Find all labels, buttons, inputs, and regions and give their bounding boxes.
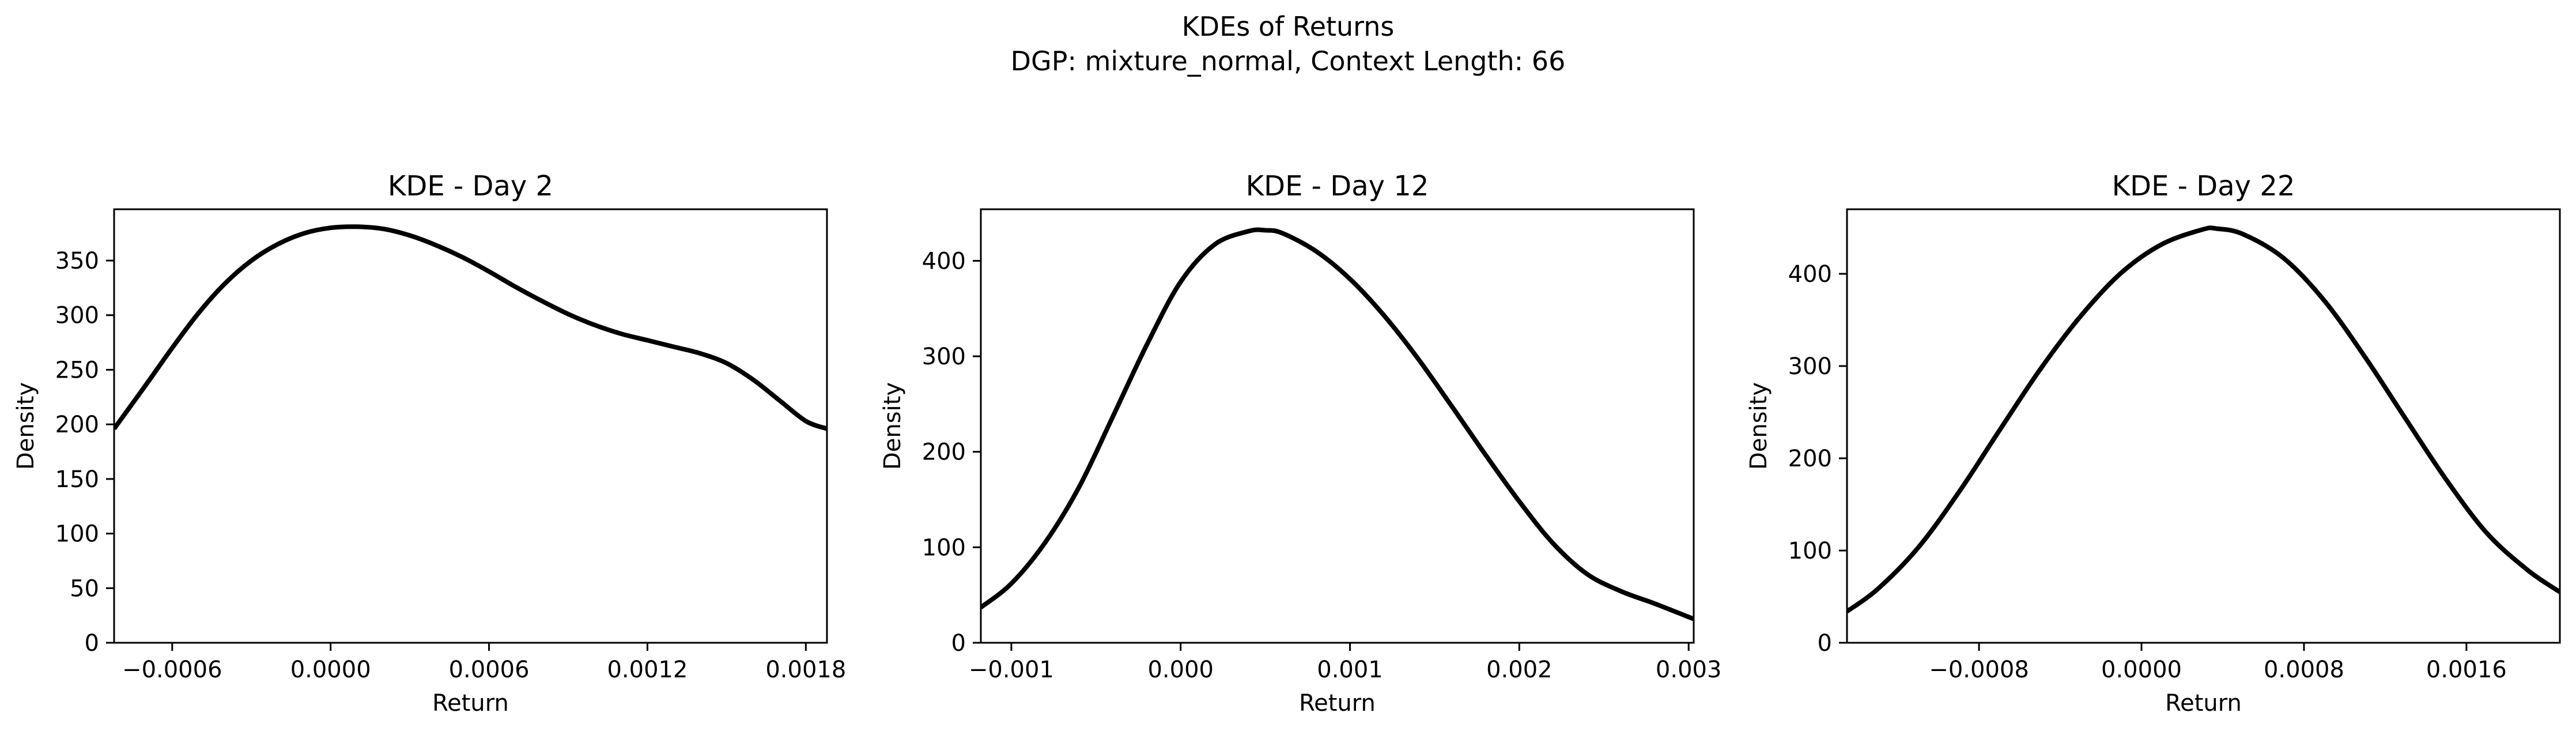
kde-line-series-1 bbox=[981, 227, 1694, 621]
kde-line-series-1 bbox=[1847, 225, 2560, 613]
x-tick-label: 0.003 bbox=[1656, 657, 1722, 683]
axes-frame bbox=[1846, 208, 2561, 644]
y-axis-label: Density bbox=[1746, 382, 1772, 470]
y-tick-label: 200 bbox=[1788, 446, 1832, 472]
subplot-1: −0.0006 0.0000 0.0006 0.0012 0.0018 0 50 100 150… bbox=[13, 170, 846, 717]
subplot-3: −0.0008 0.0000 0.0008 0.0016 0 100 200 300 400 KD… bbox=[1746, 170, 2561, 717]
y-tick-label: 250 bbox=[55, 357, 99, 383]
y-axis-label: Density bbox=[879, 382, 906, 470]
y-tick-label: 200 bbox=[922, 439, 966, 466]
subplot-2: −0.001 0.000 0.001 0.002 0.003 0 100 200 300 400 K… bbox=[879, 170, 1721, 717]
plot-area bbox=[114, 209, 827, 643]
y-tick-label: 200 bbox=[55, 412, 99, 438]
y-tick-label: 50 bbox=[70, 575, 99, 602]
x-axis-label: Return bbox=[1299, 690, 1376, 717]
figure-suptitle-line1: KDEs of Returns bbox=[1182, 11, 1395, 42]
y-tick-label: 350 bbox=[55, 248, 99, 274]
x-tick-label: 0.0008 bbox=[2264, 657, 2344, 683]
x-tick-label: 0.0006 bbox=[449, 657, 530, 683]
plot-area bbox=[981, 209, 1694, 643]
x-tick-label: −0.0006 bbox=[122, 657, 222, 683]
x-tick-label: 0.0000 bbox=[2101, 657, 2182, 683]
x-axis-label: Return bbox=[2165, 690, 2242, 717]
y-tick-label: 300 bbox=[55, 303, 99, 329]
y-tick-label: 300 bbox=[1788, 353, 1832, 380]
y-tick-label: 100 bbox=[55, 521, 99, 548]
subplots: −0.0006 0.0000 0.0006 0.0012 0.0018050100150… bbox=[13, 170, 2561, 717]
x-tick-label: 0.0018 bbox=[765, 657, 846, 683]
plot-area bbox=[1847, 209, 2560, 643]
x-tick-label: 0.0000 bbox=[290, 657, 371, 683]
x-tick-label: 0.000 bbox=[1147, 657, 1214, 683]
x-tick-label: 0.0012 bbox=[607, 657, 688, 683]
subplot-title: KDE - Day 12 bbox=[1246, 170, 1429, 202]
x-tick-label: 0.0016 bbox=[2426, 657, 2507, 683]
y-tick-label: 100 bbox=[1788, 538, 1832, 564]
y-tick-label: 100 bbox=[922, 534, 966, 561]
kde-line-series-1 bbox=[114, 224, 827, 431]
subplot-title: KDE - Day 2 bbox=[388, 170, 553, 202]
y-tick-label: 400 bbox=[1788, 261, 1832, 288]
x-axis-label: Return bbox=[432, 690, 509, 717]
y-tick-label: 0 bbox=[85, 630, 99, 657]
y-tick-label: 150 bbox=[55, 466, 99, 493]
figure-suptitle-line2: DGP: mixture_normal, Context Length: 66 bbox=[1011, 46, 1566, 77]
x-tick-label: 0.002 bbox=[1486, 657, 1553, 683]
x-tick-label: −0.0008 bbox=[1929, 657, 2029, 683]
x-tick-label: −0.001 bbox=[969, 657, 1054, 683]
x-tick-label: 0.001 bbox=[1317, 657, 1383, 683]
axes-frame bbox=[113, 208, 828, 644]
axes-frame bbox=[980, 208, 1695, 644]
y-axis-label: Density bbox=[13, 382, 39, 470]
y-tick-label: 0 bbox=[951, 630, 966, 657]
y-tick-label: 400 bbox=[922, 248, 966, 274]
y-tick-label: 0 bbox=[1818, 630, 1832, 657]
subplot-title: KDE - Day 22 bbox=[2112, 170, 2295, 202]
y-tick-label: 300 bbox=[922, 344, 966, 370]
